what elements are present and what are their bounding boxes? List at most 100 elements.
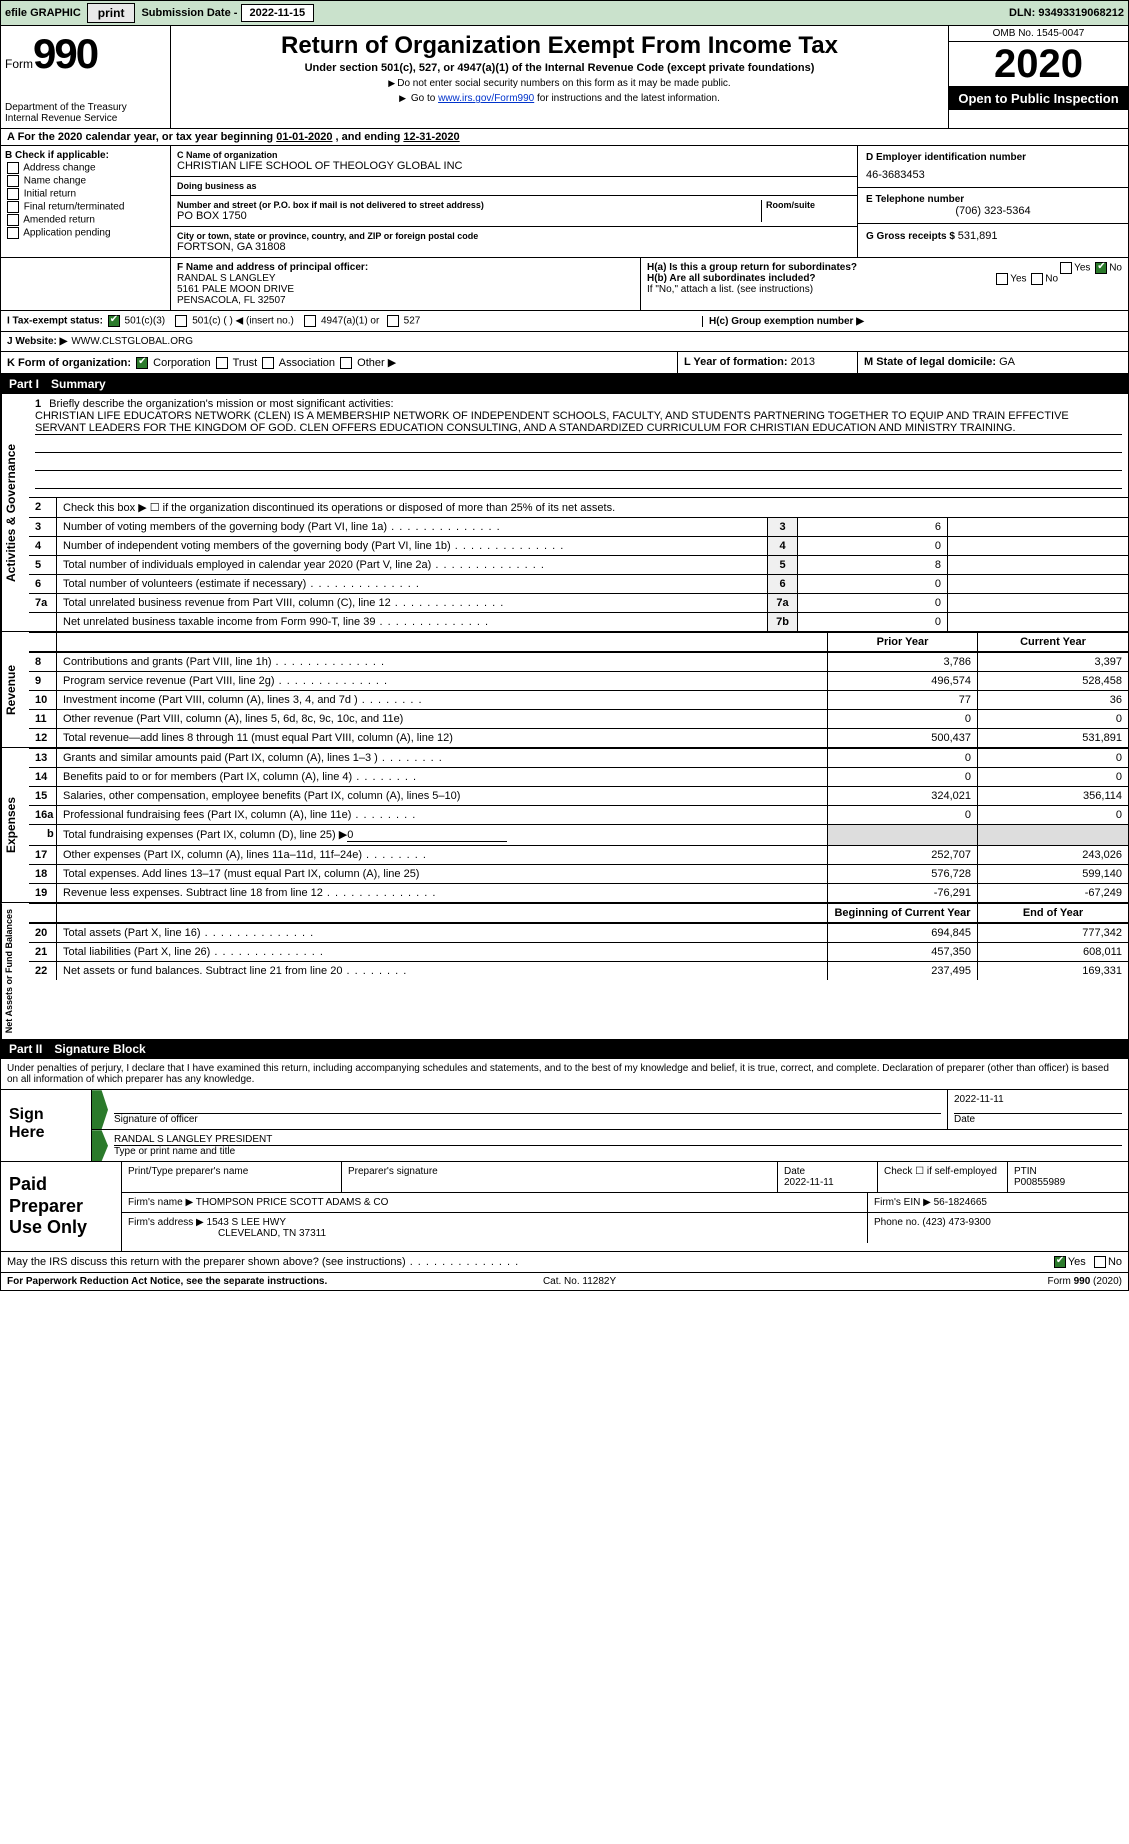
mission-text: CHRISTIAN LIFE EDUCATORS NETWORK (CLEN) … (35, 410, 1122, 435)
prior-year-header: Prior Year (828, 633, 978, 651)
check-final-return[interactable]: Final return/terminated (5, 201, 166, 213)
efile-label: efile GRAPHIC (5, 7, 81, 19)
row-i: I Tax-exempt status: 501(c)(3) 501(c) ( … (1, 311, 1128, 332)
check-application-pending[interactable]: Application pending (5, 227, 166, 239)
hb-row: H(b) Are all subordinates included? Yes … (647, 273, 1122, 284)
l22-eoy: 169,331 (978, 962, 1128, 980)
instructions-link-line: Go to www.irs.gov/Form990 for instructio… (179, 93, 940, 104)
l10-current: 36 (978, 691, 1128, 709)
check-corporation[interactable] (136, 357, 148, 369)
org-name-label: C Name of organization (177, 150, 851, 160)
check-address-change[interactable]: Address change (5, 162, 166, 174)
l7a-value: 0 (798, 594, 948, 612)
phone-value: (706) 323-5364 (866, 205, 1120, 217)
ptin-value: P00855989 (1014, 1177, 1065, 1188)
sig-date-value: 2022-11-11 (954, 1094, 1122, 1114)
l4-value: 0 (798, 537, 948, 555)
city-label: City or town, state or province, country… (177, 231, 851, 241)
check-name-change[interactable]: Name change (5, 175, 166, 187)
discuss-text: May the IRS discuss this return with the… (7, 1256, 519, 1268)
l8-prior: 3,786 (828, 653, 978, 671)
part1-header: Part I Summary (1, 374, 1128, 394)
l3-label: Number of voting members of the governin… (57, 518, 768, 536)
l20-boy: 694,845 (828, 924, 978, 942)
line1-num: 1 (35, 398, 41, 410)
period-begin: 01-01-2020 (276, 131, 332, 143)
l17-prior: 252,707 (828, 846, 978, 864)
l9-prior: 496,574 (828, 672, 978, 690)
colB-heading: B Check if applicable: (5, 150, 166, 161)
netassets-group: Net Assets or Fund Balances Beginning of… (1, 903, 1128, 1039)
side-label-revenue: Revenue (1, 632, 29, 747)
l5-label: Total number of individuals employed in … (57, 556, 768, 574)
l11-prior: 0 (828, 710, 978, 728)
period-end: 12-31-2020 (403, 131, 459, 143)
firm-phone: (423) 473-9300 (922, 1217, 990, 1228)
preparer-sig-label: Preparer's signature (342, 1162, 778, 1192)
l21-label: Total liabilities (Part X, line 26) (57, 943, 828, 961)
check-amended-return[interactable]: Amended return (5, 214, 166, 226)
side-label-netassets: Net Assets or Fund Balances (1, 903, 29, 1039)
l21-boy: 457,350 (828, 943, 978, 961)
self-employed-check[interactable]: Check ☐ if self-employed (878, 1162, 1008, 1192)
ha-row: H(a) Is this a group return for subordin… (647, 262, 1122, 273)
l10-prior: 77 (828, 691, 978, 709)
l9-label: Program service revenue (Part VIII, line… (57, 672, 828, 690)
efile-topbar: efile GRAPHIC print Submission Date - 20… (0, 0, 1129, 26)
l13-label: Grants and similar amounts paid (Part IX… (57, 749, 828, 767)
preparer-date: 2022-11-11 (784, 1177, 834, 1188)
side-label-expenses: Expenses (1, 748, 29, 902)
form-number: Form 990 (5, 30, 166, 78)
l8-current: 3,397 (978, 653, 1128, 671)
l22-label: Net assets or fund balances. Subtract li… (57, 962, 828, 980)
paid-preparer-label: Paid Preparer Use Only (1, 1162, 121, 1251)
l19-prior: -76,291 (828, 884, 978, 902)
dept-treasury: Department of the Treasury (5, 102, 166, 113)
section-bcd: B Check if applicable: Address change Na… (1, 146, 1128, 257)
check-501c3[interactable] (108, 315, 120, 327)
officer-addr2: PENSACOLA, FL 32507 (177, 295, 634, 306)
form-header: Form 990 Department of the Treasury Inte… (1, 26, 1128, 129)
boy-header: Beginning of Current Year (828, 904, 978, 922)
l13-prior: 0 (828, 749, 978, 767)
l12-current: 531,891 (978, 729, 1128, 747)
l12-label: Total revenue—add lines 8 through 11 (mu… (57, 729, 828, 747)
l15-prior: 324,021 (828, 787, 978, 805)
instructions-link[interactable]: www.irs.gov/Form990 (438, 93, 534, 104)
line2-text: Check this box ▶ ☐ if the organization d… (57, 498, 1128, 517)
discuss-yes-checkbox[interactable] (1054, 1256, 1066, 1268)
phone-label: E Telephone number (866, 194, 1120, 205)
section-fh: F Name and address of principal officer:… (1, 257, 1128, 310)
revenue-group: Revenue Prior YearCurrent Year 8Contribu… (1, 632, 1128, 748)
part2-header: Part II Signature Block (1, 1039, 1128, 1059)
form-subtitle: Under section 501(c), 527, or 4947(a)(1)… (179, 62, 940, 74)
l15-current: 356,114 (978, 787, 1128, 805)
submission-date-label: Submission Date - 2022-11-15 (141, 7, 314, 19)
check-initial-return[interactable]: Initial return (5, 188, 166, 200)
expenses-group: Expenses 13Grants and similar amounts pa… (1, 748, 1128, 903)
officer-addr1: 5161 PALE MOON DRIVE (177, 284, 634, 295)
l6-value: 0 (798, 575, 948, 593)
paperwork-notice: For Paperwork Reduction Act Notice, see … (7, 1276, 327, 1287)
firm-ein: 56-1824665 (934, 1197, 987, 1208)
sig-date-label: Date (954, 1114, 1122, 1125)
preparer-name-label: Print/Type preparer's name (122, 1162, 342, 1192)
state-of-domicile: GA (999, 356, 1015, 368)
gross-receipts-label: G Gross receipts $ (866, 231, 958, 242)
hb-note: If "No," attach a list. (see instruction… (647, 284, 1122, 295)
l22-boy: 237,495 (828, 962, 978, 980)
print-button[interactable]: print (87, 3, 136, 23)
l12-prior: 500,437 (828, 729, 978, 747)
firm-addr2: CLEVELAND, TN 37311 (218, 1228, 326, 1239)
form-designation: Form 990 (2020) (1047, 1276, 1121, 1287)
eoy-header: End of Year (978, 904, 1128, 922)
l17-current: 243,026 (978, 846, 1128, 864)
l14-current: 0 (978, 768, 1128, 786)
org-name: CHRISTIAN LIFE SCHOOL OF THEOLOGY GLOBAL… (177, 160, 851, 172)
tax-period-row: A For the 2020 calendar year, or tax yea… (1, 129, 1128, 146)
ha-no-checkbox[interactable] (1095, 262, 1107, 274)
line1-label: Briefly describe the organization's miss… (49, 398, 393, 410)
l7b-label: Net unrelated business taxable income fr… (57, 613, 768, 631)
type-name-label: Type or print name and title (114, 1146, 1122, 1157)
signature-declaration: Under penalties of perjury, I declare th… (1, 1059, 1128, 1090)
